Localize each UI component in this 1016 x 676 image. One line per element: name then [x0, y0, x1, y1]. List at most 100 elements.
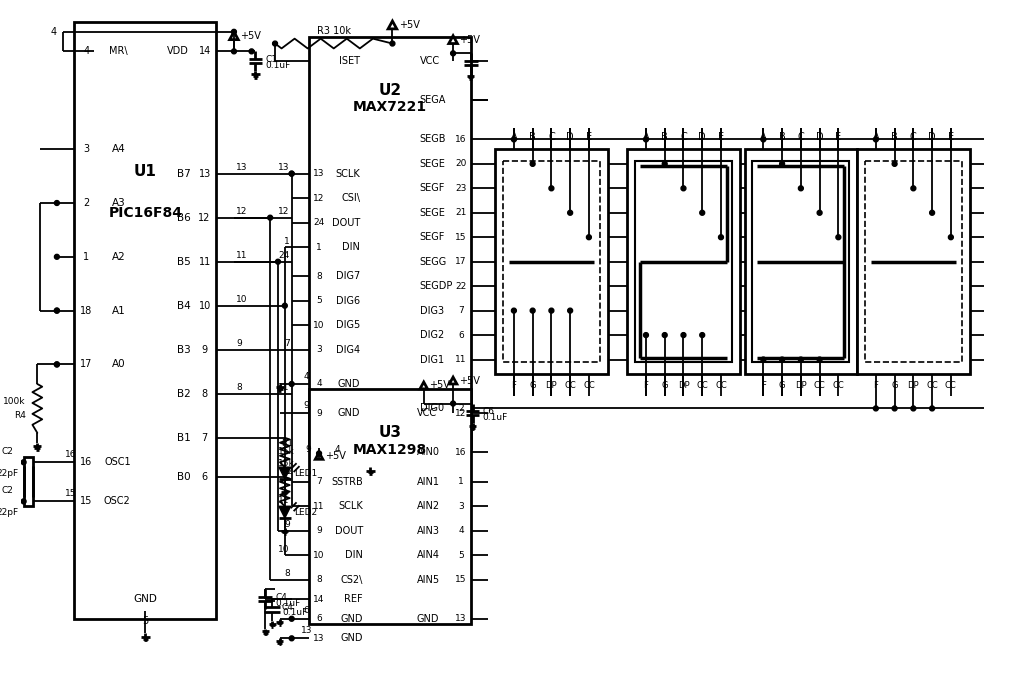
Text: 21: 21 — [455, 208, 466, 217]
Text: 17: 17 — [455, 257, 466, 266]
Text: 18: 18 — [80, 306, 92, 316]
Text: 0.1uF: 0.1uF — [483, 413, 508, 422]
Circle shape — [761, 357, 766, 362]
Text: 12: 12 — [236, 208, 247, 216]
Text: DIG2: DIG2 — [420, 330, 444, 340]
Text: CC: CC — [927, 381, 938, 391]
Text: B: B — [891, 132, 898, 143]
Circle shape — [55, 362, 59, 367]
Text: C2: C2 — [1, 447, 13, 456]
Circle shape — [249, 49, 254, 54]
Text: CC: CC — [696, 381, 708, 391]
Text: DIG3: DIG3 — [420, 306, 444, 316]
Text: 12: 12 — [455, 409, 466, 418]
Text: 9: 9 — [304, 401, 309, 410]
Text: 13: 13 — [198, 168, 210, 178]
Text: B3: B3 — [177, 345, 191, 355]
Text: +5V: +5V — [240, 30, 261, 41]
Text: C: C — [910, 132, 916, 143]
Text: 7: 7 — [283, 339, 290, 348]
Text: LED1: LED1 — [295, 468, 318, 477]
Text: 22: 22 — [455, 282, 466, 291]
Text: 11: 11 — [236, 251, 248, 260]
Text: 23: 23 — [455, 184, 466, 193]
Text: 7: 7 — [201, 433, 207, 443]
Text: 1: 1 — [316, 243, 322, 251]
Circle shape — [700, 333, 705, 337]
Circle shape — [930, 406, 935, 411]
Text: 3: 3 — [316, 345, 322, 354]
Text: OSC2: OSC2 — [104, 496, 131, 506]
Text: C6: C6 — [483, 407, 495, 416]
Circle shape — [700, 210, 705, 215]
Text: G: G — [661, 381, 668, 391]
Text: C: C — [798, 132, 805, 143]
Text: 2: 2 — [83, 198, 89, 208]
Circle shape — [232, 49, 237, 54]
Text: 9: 9 — [201, 345, 207, 355]
Text: 8: 8 — [316, 272, 322, 281]
Text: CC: CC — [715, 381, 726, 391]
Text: F: F — [643, 381, 648, 391]
Text: D: D — [929, 132, 936, 143]
Circle shape — [21, 499, 26, 504]
Text: C1: C1 — [265, 55, 277, 64]
Text: OSC1: OSC1 — [104, 457, 131, 467]
Circle shape — [290, 381, 294, 387]
Text: AIN4: AIN4 — [417, 550, 440, 560]
Text: 10: 10 — [278, 545, 290, 554]
Text: B1: B1 — [177, 433, 191, 443]
Text: B4: B4 — [177, 301, 191, 311]
Circle shape — [681, 186, 686, 191]
Circle shape — [568, 210, 573, 215]
Circle shape — [643, 333, 648, 337]
Text: GND: GND — [340, 633, 363, 644]
Text: A2: A2 — [112, 251, 126, 262]
Text: PIC16F84: PIC16F84 — [109, 206, 183, 220]
Text: DP: DP — [678, 381, 689, 391]
Text: VDD: VDD — [167, 47, 189, 56]
Text: REF: REF — [344, 594, 363, 604]
Circle shape — [549, 186, 554, 191]
Text: A1: A1 — [112, 306, 126, 316]
Text: AIN5: AIN5 — [417, 575, 440, 585]
Circle shape — [779, 162, 784, 166]
Bar — [635, 161, 732, 362]
Text: R3 10k: R3 10k — [317, 26, 351, 36]
Text: A: A — [511, 132, 517, 143]
Bar — [309, 389, 470, 624]
Circle shape — [530, 308, 535, 313]
Text: DP: DP — [546, 381, 557, 391]
Text: R1: R1 — [280, 439, 293, 448]
Text: E: E — [586, 132, 592, 143]
Text: SCLK: SCLK — [335, 168, 360, 178]
Text: AIN1: AIN1 — [417, 477, 440, 487]
Text: CSI\: CSI\ — [341, 193, 360, 203]
Text: B7: B7 — [177, 168, 191, 178]
Circle shape — [662, 333, 668, 337]
Text: DIG7: DIG7 — [336, 271, 360, 281]
Text: 16: 16 — [455, 448, 466, 457]
Text: CC: CC — [583, 381, 594, 391]
Circle shape — [290, 171, 294, 176]
Text: 13: 13 — [455, 614, 466, 623]
Text: 9: 9 — [306, 445, 311, 454]
Circle shape — [272, 41, 277, 46]
Text: DIN: DIN — [342, 242, 360, 252]
Text: DOUT: DOUT — [335, 526, 363, 535]
Circle shape — [568, 308, 573, 313]
Bar — [495, 149, 608, 375]
Text: 7: 7 — [458, 306, 463, 315]
Text: 5: 5 — [458, 551, 463, 560]
Text: 15k: 15k — [278, 459, 296, 468]
Text: C: C — [680, 132, 687, 143]
Text: AIN0: AIN0 — [417, 448, 440, 458]
Circle shape — [530, 162, 535, 166]
Circle shape — [911, 406, 915, 411]
Text: 17: 17 — [80, 360, 92, 369]
Circle shape — [511, 137, 516, 142]
Text: F: F — [761, 381, 766, 391]
Bar — [745, 149, 858, 375]
Text: DOUT: DOUT — [332, 218, 360, 228]
Text: SCLK: SCLK — [338, 502, 363, 511]
